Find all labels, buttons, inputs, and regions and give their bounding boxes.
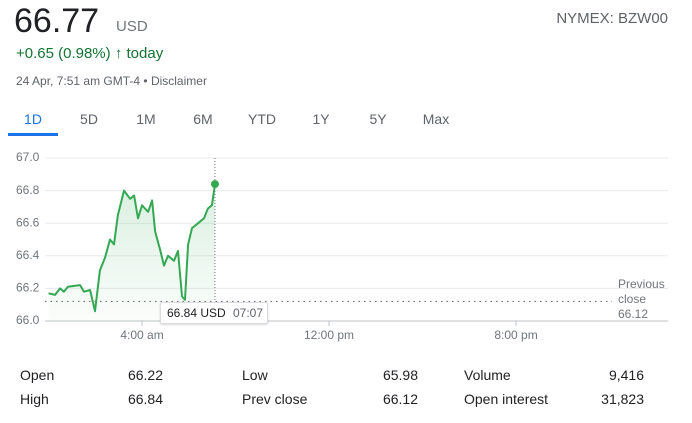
- timestamp-row: 24 Apr, 7:51 am GMT-4 • Disclaimer: [16, 74, 207, 88]
- stat-label: High: [20, 391, 49, 407]
- x-tick-label: 4:00 am: [120, 328, 163, 342]
- stat-label: Low: [242, 367, 268, 383]
- tab[interactable]: 1D: [8, 111, 58, 136]
- exchange: NYMEX: BZW00: [556, 10, 668, 27]
- tab[interactable]: 5D: [80, 111, 98, 127]
- tab[interactable]: Max: [422, 111, 450, 127]
- change-value: +0.65 (0.98%): [16, 45, 111, 62]
- change-suffix: today: [126, 45, 164, 62]
- stat-value: 65.98: [382, 367, 418, 383]
- x-tick-label: 8:00 pm: [494, 328, 537, 342]
- previous-close-value: 66.12: [618, 307, 649, 321]
- y-tick-label: 66.6: [16, 215, 40, 229]
- price-line: [48, 183, 216, 313]
- tooltip-time: 07:07: [233, 306, 264, 320]
- arrow-icon: ↑: [114, 45, 123, 62]
- tab[interactable]: 1M: [136, 111, 156, 127]
- stat-label: Open: [20, 367, 55, 383]
- stat-label: Volume: [464, 367, 511, 383]
- y-tick-label: 66.0: [16, 313, 40, 327]
- tooltip: 66.84 USD 07:07: [160, 302, 268, 324]
- area: [48, 184, 215, 321]
- stat-value: 66.84: [127, 391, 163, 407]
- tab[interactable]: 6M: [193, 111, 213, 127]
- x-tick-label: 12:00 pm: [304, 328, 354, 342]
- disclaimer-link[interactable]: Disclaimer: [150, 74, 207, 88]
- change: +0.65 (0.98%) ↑ today: [16, 45, 163, 62]
- price: 66.77: [14, 2, 100, 40]
- tooltip-value: 66.84 USD: [167, 306, 226, 320]
- y-tick-label: 66.2: [16, 281, 40, 295]
- tab[interactable]: 1Y: [312, 111, 330, 127]
- y-tick-label: 66.8: [16, 183, 40, 197]
- stat-value: 31,823: [601, 391, 644, 407]
- tab[interactable]: 5Y: [369, 111, 387, 127]
- last-point: [210, 180, 219, 189]
- currency: USD: [116, 18, 148, 35]
- stat-value: 9,416: [608, 367, 644, 383]
- previous-close-label: Previous close: [618, 277, 665, 306]
- y-tick-label: 66.4: [16, 248, 40, 262]
- stat-label: Prev close: [242, 391, 308, 407]
- tab[interactable]: YTD: [248, 111, 276, 127]
- stat-value: 66.22: [127, 367, 163, 383]
- stat-label: Open interest: [464, 391, 549, 407]
- timestamp: 24 Apr, 7:51 am GMT-4: [16, 74, 141, 88]
- y-tick-label: 67.0: [16, 150, 40, 164]
- stat-value: 66.12: [382, 391, 418, 407]
